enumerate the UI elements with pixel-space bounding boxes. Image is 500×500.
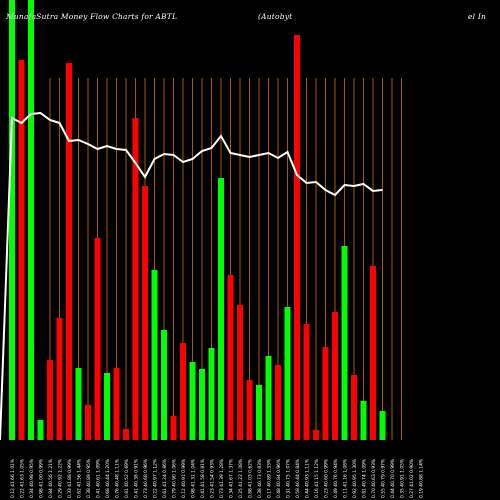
x-tick-label: 0.48 40.84 0.96% (276, 459, 282, 498)
bar-38 (360, 401, 367, 440)
x-tick-label: 0.27 41.02 0.90% (409, 459, 415, 498)
x-tick-label: 0.12 41.66 1.01% (10, 459, 16, 498)
x-tick-label: 0.19 40.88 1.14% (419, 459, 425, 498)
x-tick-label: 0.41 41.58 0.81% (200, 459, 206, 498)
chart-title-end: el In (468, 12, 487, 21)
bar-1 (9, 0, 15, 440)
x-tick-label: 0.11 41.16 1.08% (343, 459, 349, 498)
x-tick-label: 0.25 41.22 1.08% (238, 459, 244, 498)
x-tick-label: 0.44 40.93 1.11% (305, 459, 311, 498)
bar-3 (28, 0, 34, 440)
x-tick-label: 0.49 40.76 0.94% (333, 459, 339, 498)
x-tick-label: 0.62 41.56 1.44% (77, 459, 83, 498)
x-tick-label: 0.73 40.68 0.96% (143, 459, 149, 498)
bar-19 (180, 343, 186, 440)
x-tick-label: 0.38 40.73 0.83% (257, 459, 263, 498)
bar-36 (341, 246, 348, 440)
x-tick-label: 0.17 40.89 1.33% (267, 459, 273, 498)
x-tick-label: 0.55 40.79 0.97% (381, 459, 387, 498)
bar-39 (370, 266, 376, 440)
bar-28 (265, 356, 272, 440)
bar-25 (237, 305, 243, 440)
x-tick-label: 0.23 40.60 0.99% (324, 459, 330, 498)
bar-5 (47, 360, 53, 440)
bar-30 (284, 307, 291, 440)
x-tick-label: 0.12 40.91 0.99% (181, 459, 187, 498)
x-tick-label: 0.34 41.67 1.37% (229, 459, 235, 498)
x-tick-label: 0.34 40.98 0.95% (29, 459, 35, 498)
bar-4 (37, 420, 44, 440)
x-axis-labels: 0.12 41.66 1.01% 0.22 41.63 1.05% 0.34 40.… (10, 459, 425, 498)
bar-18 (170, 416, 177, 440)
x-tick-label: 0.98 41.00 0.99% (39, 459, 45, 498)
bar-26 (246, 380, 253, 440)
bar-32 (303, 324, 310, 440)
bar-20 (189, 362, 196, 440)
bar-14 (132, 118, 139, 440)
price-line-series (0, 111, 383, 441)
x-tick-label: 0.79 40.90 1.06% (172, 459, 178, 498)
chart-title: MunafaSutra Money Flow Charts for ABTL (6, 12, 178, 21)
x-tick-label: 0.81 40.52 0.69% (124, 459, 130, 498)
bar-12 (113, 368, 120, 440)
bar-29 (275, 365, 281, 440)
bar-37 (351, 375, 357, 440)
x-tick-label: 0.81 40.74 1.09% (362, 459, 368, 498)
bar-15 (142, 186, 148, 440)
bar-27 (256, 385, 262, 440)
x-tick-label: 0.41 40.38 0.91% (134, 459, 140, 498)
bar-24 (227, 275, 234, 440)
bar-9 (85, 405, 91, 440)
bar-40 (379, 411, 386, 440)
bar-8 (75, 368, 82, 440)
x-tick-label: 0.41 40.61 1.09% (96, 459, 102, 498)
x-tick-label: 0.31 40.75 1.07% (286, 459, 292, 498)
x-tick-label: 0.22 41.63 1.05% (20, 459, 26, 498)
x-tick-label: 0.84 40.56 1.21% (48, 459, 54, 498)
x-tick-label: 0.98 41.31 1.04% (191, 459, 197, 498)
bar-2 (18, 60, 25, 440)
bar-7 (66, 63, 72, 440)
x-tick-label: 0.92 40.95 1.30% (352, 459, 358, 498)
bar-17 (161, 330, 167, 440)
chart-title-company: (Autobyt (258, 12, 293, 21)
bar-35 (332, 312, 338, 440)
bar-13 (123, 429, 129, 440)
x-tick-label: 0.70 40.63 0.93% (371, 459, 377, 498)
x-tick-label: 0.23 41.54 0.93% (210, 459, 216, 498)
bar-6 (56, 318, 63, 440)
x-tick-label: 0.76 40.48 1.11% (115, 459, 121, 498)
x-tick-label: 0.88 41.03 0.62% (248, 459, 254, 498)
bar-21 (199, 369, 205, 440)
x-tick-label: 0.33 41.88 0.99% (67, 459, 73, 498)
bar-10 (94, 238, 101, 440)
x-tick-label: 0.16 41.15 1.12% (314, 459, 320, 498)
x-tick-label: 0.73 41.39 1.28% (219, 459, 225, 498)
bar-34 (322, 347, 329, 440)
x-tick-label: 0.38 40.89 0.95% (86, 459, 92, 498)
x-tick-label: 0.29 40.92 1.22% (58, 459, 64, 498)
x-tick-label: 0.35 40.91 1.05% (400, 459, 406, 498)
bar-33 (313, 430, 319, 440)
bar-16 (151, 270, 158, 440)
bar-22 (208, 348, 215, 440)
x-tick-label: 0.68 40.44 1.20% (105, 459, 111, 498)
bar-31 (294, 35, 300, 440)
bar-series (9, 0, 386, 440)
x-tick-label: 0.58 40.44 0.84% (295, 459, 301, 498)
x-tick-label: 0.44 40.70 0.99% (390, 459, 396, 498)
bar-23 (218, 178, 224, 440)
bar-11 (104, 373, 110, 440)
x-tick-label: 0.61 41.24 0.86% (162, 459, 168, 498)
x-tick-label: 0.22 40.97 1.12% (153, 459, 159, 498)
price-line (0, 111, 383, 441)
